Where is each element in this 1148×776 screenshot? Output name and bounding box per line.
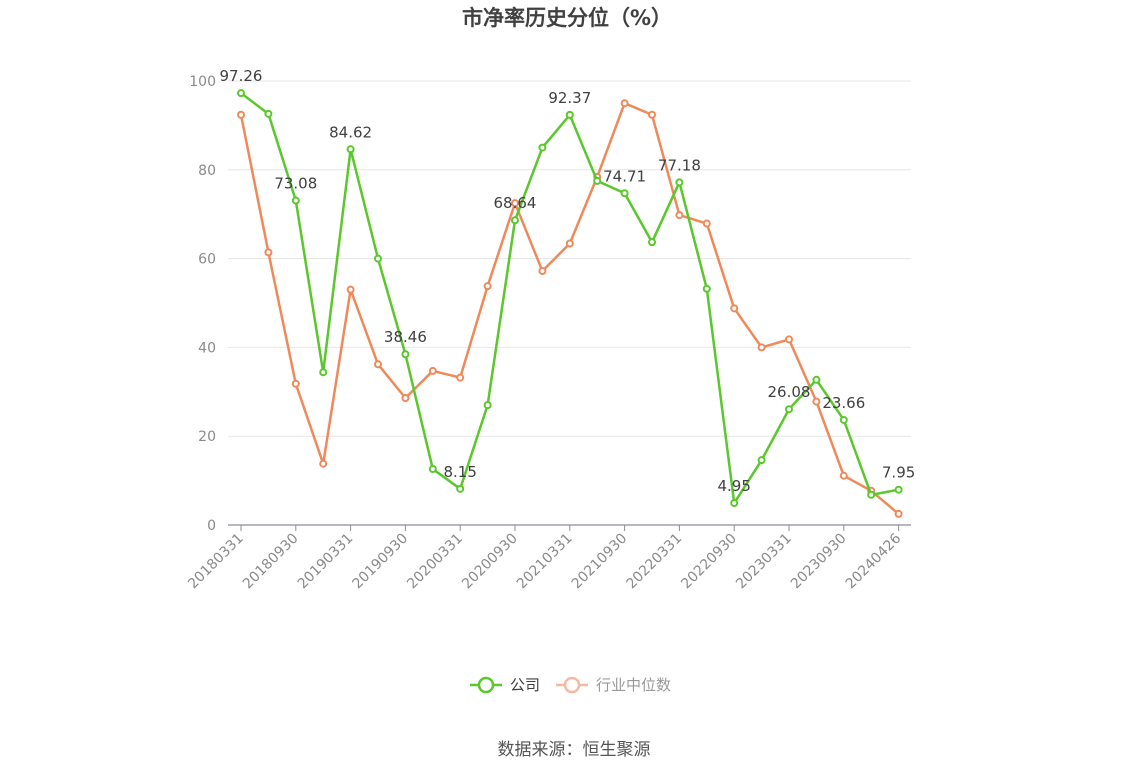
legend-item-company[interactable]: 公司: [470, 676, 540, 694]
series-line-company: [240, 92, 899, 505]
company-point: [483, 401, 492, 410]
y-tick-label: 80: [198, 163, 216, 179]
company-point: [757, 456, 766, 465]
company-point: [867, 490, 876, 499]
industry-median-point: [319, 459, 328, 468]
legend-marker: [563, 676, 581, 694]
series-group: [237, 89, 903, 518]
industry-median-point: [483, 282, 492, 291]
y-tick-label: 100: [189, 74, 216, 90]
x-tick-label: 20180331: [185, 531, 247, 593]
company-point: [319, 368, 328, 377]
x-tick-label: 20210331: [514, 531, 576, 593]
company-point: [894, 485, 903, 494]
company-point: [785, 405, 793, 414]
data-label: 8.15: [443, 463, 476, 481]
industry-median-point: [702, 219, 711, 228]
company-point: [346, 145, 355, 154]
y-tick-label: 20: [198, 429, 216, 445]
data-label: 77.18: [658, 156, 701, 174]
legend-label: 行业中位数: [596, 676, 671, 694]
company-point: [538, 143, 547, 152]
data-label: 68.64: [494, 194, 537, 212]
legend-label: 公司: [510, 676, 540, 694]
x-tick-label: 20190930: [350, 531, 412, 593]
x-tick-label: 20220930: [678, 531, 740, 593]
company-point: [593, 176, 602, 185]
industry-median-point: [291, 379, 300, 388]
y-tick-label: 60: [198, 252, 216, 268]
company-point: [401, 350, 410, 359]
industry-median-point: [374, 360, 382, 369]
x-tick-label: 20230930: [788, 531, 850, 593]
industry-median-point: [894, 509, 903, 518]
data-label: 73.08: [274, 175, 317, 193]
industry-median-point: [511, 199, 519, 208]
x-tick-label: 20210930: [569, 531, 631, 593]
data-label: 74.71: [603, 167, 646, 185]
data-label: 92.37: [548, 89, 591, 107]
industry-median-point: [456, 373, 465, 382]
company-point: [812, 375, 821, 384]
data-label: 23.66: [822, 394, 865, 412]
industry-median-point: [565, 239, 574, 248]
x-tick-label: 20180930: [240, 531, 302, 593]
legend-item-industry-median[interactable]: 行业中位数: [556, 676, 671, 694]
company-point: [702, 284, 711, 293]
data-label: 84.62: [329, 123, 372, 141]
industry-median-point: [538, 267, 547, 276]
industry-median-point: [675, 211, 684, 220]
company-point: [237, 89, 245, 98]
y-tick-label: 0: [207, 518, 216, 534]
company-point: [648, 238, 656, 247]
x-tick-label: 20230331: [733, 531, 795, 593]
x-tick-label: 20200331: [404, 531, 466, 593]
industry-median-point: [401, 394, 410, 403]
industry-median-point: [812, 397, 821, 406]
y-axis: 0 20 40 60 80 100: [189, 74, 216, 534]
company-point: [456, 484, 465, 493]
industry-median-point: [428, 366, 437, 375]
data-label: 26.08: [768, 383, 811, 401]
legend-marker: [477, 676, 495, 694]
x-tick-label: 20200930: [459, 531, 521, 593]
industry-median-point: [620, 99, 629, 108]
industry-median-point: [730, 304, 739, 313]
company-point: [620, 189, 629, 198]
industry-median-point: [237, 110, 245, 119]
data-label: 4.95: [717, 477, 750, 495]
industry-median-point: [757, 343, 766, 352]
company-point: [565, 110, 574, 119]
company-point: [428, 465, 437, 474]
industry-median-point: [264, 248, 273, 257]
company-point: [675, 178, 684, 187]
data-label: 7.95: [882, 464, 915, 482]
company-point: [374, 254, 382, 263]
chart-title: 市净率历史分位（%）: [462, 6, 672, 30]
x-axis: 2018033120180930201903312019093020200331…: [185, 524, 911, 593]
industry-median-point: [648, 110, 656, 119]
company-point: [511, 216, 519, 225]
industry-median-point: [785, 335, 793, 344]
x-tick-label: 20240426: [843, 530, 905, 592]
source-note: 数据来源：恒生聚源: [498, 740, 651, 760]
x-tick-label: 20220331: [624, 531, 686, 593]
legend[interactable]: 公司 行业中位数: [470, 676, 671, 694]
company-point: [264, 109, 273, 118]
industry-median-point: [839, 471, 848, 480]
industry-median-point: [346, 285, 355, 294]
data-label: 38.46: [384, 328, 427, 346]
data-labels: 97.26 73.08 84.62 38.46 8.15 68.64 92.37 74.71 7…: [220, 67, 916, 495]
company-point: [730, 499, 739, 508]
company-point: [839, 415, 848, 424]
data-label: 97.26: [220, 67, 263, 85]
x-tick-label: 20190331: [295, 531, 357, 593]
company-point: [291, 196, 300, 205]
series-line-industry-median: [239, 101, 900, 515]
y-tick-label: 40: [198, 340, 216, 356]
